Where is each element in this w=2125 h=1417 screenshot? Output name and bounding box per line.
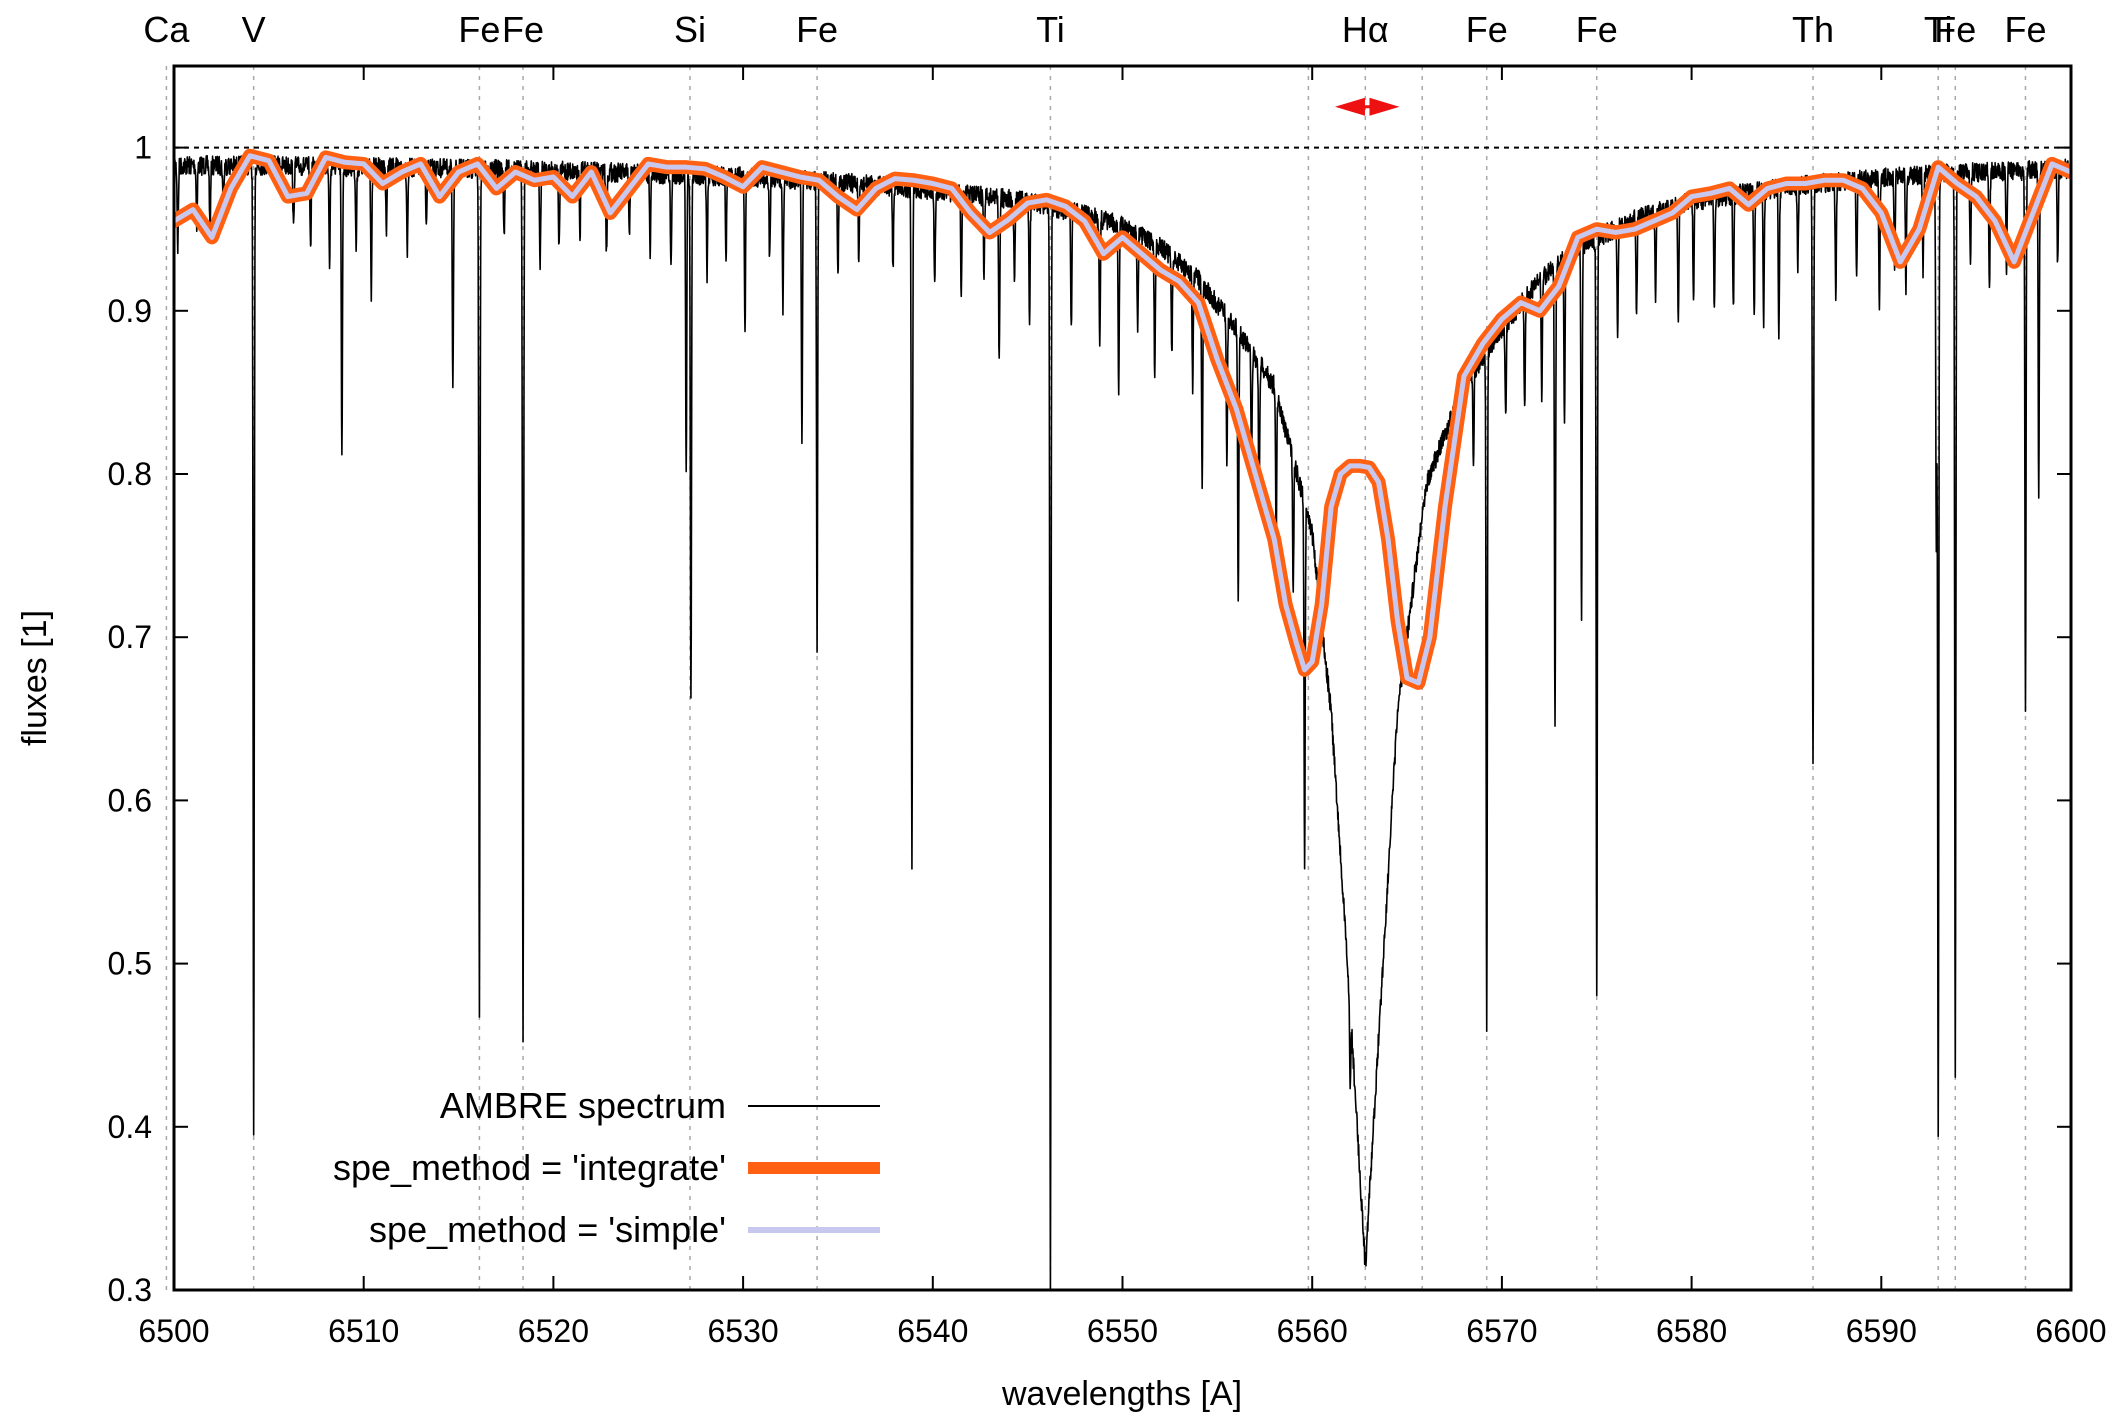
element-label: V xyxy=(242,9,266,50)
x-axis-title: wavelengths [A] xyxy=(1001,1375,1242,1413)
x-tick-label: 6530 xyxy=(708,1313,779,1349)
x-tick-label: 6570 xyxy=(1466,1313,1537,1349)
element-label: Th xyxy=(1792,9,1834,50)
x-tick-label: 6510 xyxy=(328,1313,399,1349)
x-tick-label: 6600 xyxy=(2035,1313,2106,1349)
element-label: Ti xyxy=(1924,9,1953,50)
y-axis-title: fluxes [1] xyxy=(16,610,54,746)
y-tick-label: 0.3 xyxy=(108,1272,152,1308)
legend-label-integrate: spe_method = 'integrate' xyxy=(333,1147,726,1188)
x-tick-label: 6550 xyxy=(1087,1313,1158,1349)
y-tick-label: 0.7 xyxy=(108,619,152,655)
element-label: Hα xyxy=(1342,9,1389,50)
x-tick-label: 6580 xyxy=(1656,1313,1727,1349)
y-tick-label: 0.6 xyxy=(108,782,152,818)
y-tick-label: 0.9 xyxy=(108,293,152,329)
element-label: Fe xyxy=(1576,9,1618,50)
x-tick-label: 6500 xyxy=(138,1313,209,1349)
y-tick-label: 0.4 xyxy=(108,1109,152,1145)
x-tick-labels: 6500 6510 6520 6530 6540 6550 6560 6570 6580 6590… xyxy=(138,1313,2106,1349)
element-label: Si xyxy=(674,9,706,50)
series-line-simple xyxy=(174,153,2071,686)
legend: AMBRE spectrum spe_method = 'integrate' … xyxy=(333,1085,880,1250)
x-tick-label: 6540 xyxy=(897,1313,968,1349)
element-label: Ti xyxy=(1036,9,1065,50)
y-tick-labels: 0.3 0.4 0.5 0.6 0.7 0.8 0.9 1 xyxy=(108,130,152,1308)
y-tick-label: 0.8 xyxy=(108,456,152,492)
legend-label-ambre: AMBRE spectrum xyxy=(440,1085,726,1126)
element-label: Fe xyxy=(1466,9,1508,50)
x-tick-label: 6520 xyxy=(518,1313,589,1349)
element-label: Fe xyxy=(458,9,500,50)
axis-ticks xyxy=(173,66,2072,1291)
arrow-head-left xyxy=(1334,97,1365,116)
y-tick-label: 1 xyxy=(134,130,152,166)
x-tick-label: 6590 xyxy=(1846,1313,1917,1349)
element-label: Fe xyxy=(502,9,544,50)
legend-label-simple: spe_method = 'simple' xyxy=(369,1209,726,1250)
element-label: Fe xyxy=(796,9,838,50)
element-label: Ca xyxy=(143,9,190,50)
element-label: Fe xyxy=(1934,9,1976,50)
halpha-width-arrow xyxy=(1334,97,1400,116)
element-label: Fe xyxy=(2004,9,2046,50)
y-tick-label: 0.5 xyxy=(108,946,152,982)
arrow-head-right xyxy=(1369,97,1400,116)
x-tick-label: 6560 xyxy=(1277,1313,1348,1349)
